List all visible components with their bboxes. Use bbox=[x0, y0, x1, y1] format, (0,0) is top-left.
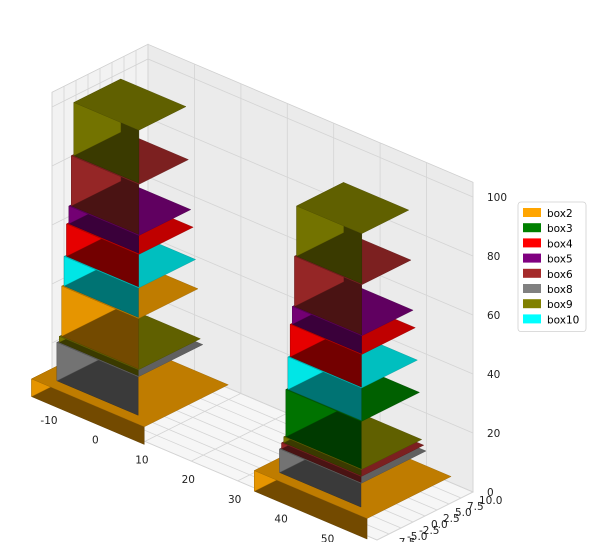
x-tick-label: -10 bbox=[40, 415, 57, 427]
legend-label: box5 bbox=[547, 254, 573, 266]
legend-swatch bbox=[523, 299, 541, 309]
y-tick-label: 2.5 bbox=[443, 513, 460, 525]
x-tick-label: 30 bbox=[228, 494, 241, 506]
x-tick-label: 20 bbox=[182, 474, 195, 486]
bar-layer bbox=[73, 78, 187, 184]
legend-label: box8 bbox=[547, 284, 573, 296]
stack-left bbox=[31, 78, 229, 445]
stack-right bbox=[253, 182, 452, 540]
legend-swatch bbox=[523, 268, 541, 278]
bar-stacks bbox=[31, 78, 452, 540]
y-tick-label: 7.5 bbox=[467, 501, 484, 513]
legend-box bbox=[517, 201, 587, 333]
bar-face-top bbox=[296, 182, 410, 234]
z-tick-label: 0 bbox=[487, 487, 494, 499]
y-tick-label: -2.5 bbox=[419, 525, 440, 537]
y-tick-label: -5.0 bbox=[407, 531, 428, 542]
x-tick-label: 10 bbox=[135, 454, 148, 466]
y-tick-label: 5.0 bbox=[455, 507, 472, 519]
legend-swatch bbox=[523, 238, 541, 248]
x-tick-label: 40 bbox=[274, 514, 287, 526]
legend-swatch bbox=[523, 284, 541, 293]
z-tick-label: 100 bbox=[487, 192, 507, 204]
z-grid-line bbox=[51, 58, 474, 198]
legend-label: box4 bbox=[547, 238, 573, 250]
z-tick-label: 40 bbox=[487, 369, 500, 381]
tick-labels: -100102030405060-10.0-7.5-5.0-2.50.02.55… bbox=[40, 192, 507, 542]
y-tick-label: -7.5 bbox=[395, 537, 416, 542]
legend-swatch bbox=[523, 253, 541, 263]
legend-label: box10 bbox=[547, 314, 579, 326]
legend-label: box3 bbox=[547, 223, 573, 235]
bar-layer bbox=[296, 182, 410, 285]
bar-face-top bbox=[73, 78, 187, 131]
y-tick-label: 10.0 bbox=[479, 495, 502, 507]
y-tick-label: 0.0 bbox=[431, 519, 448, 531]
x-tick-label: 0 bbox=[92, 435, 99, 447]
z-tick-label: 60 bbox=[487, 310, 500, 322]
legend-label: box9 bbox=[547, 299, 573, 311]
z-tick-label: 20 bbox=[487, 428, 500, 440]
z-tick-label: 80 bbox=[487, 251, 500, 263]
legend-label: box2 bbox=[547, 208, 573, 220]
legend-swatch bbox=[523, 223, 541, 233]
legend-label: box6 bbox=[547, 269, 573, 281]
legend-swatch bbox=[523, 314, 541, 324]
legend-swatch bbox=[523, 208, 541, 217]
legend: box2 box3 box4 box5 box6 box8 box9 box10 bbox=[517, 201, 587, 333]
x-tick-label: 50 bbox=[321, 533, 334, 542]
